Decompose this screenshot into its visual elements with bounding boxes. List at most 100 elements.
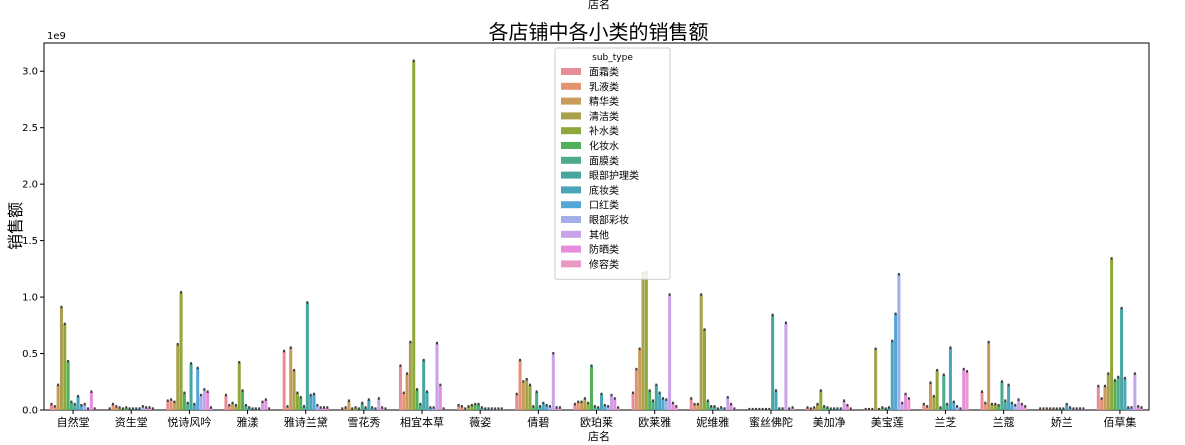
bar — [518, 360, 522, 410]
x-tick-label: 雅诗兰黛 — [284, 415, 328, 429]
bar — [668, 294, 672, 410]
bar — [573, 404, 577, 410]
bar — [467, 406, 471, 410]
x-tick-label: 自然堂 — [57, 415, 90, 429]
bar — [1130, 407, 1134, 410]
bar — [558, 407, 562, 410]
bar — [69, 402, 73, 410]
bar — [1000, 381, 1004, 410]
bar — [189, 363, 193, 410]
bar — [457, 405, 461, 410]
bar — [1007, 385, 1011, 410]
bar — [377, 398, 381, 410]
x-tick-label: 妮维雅 — [696, 415, 729, 429]
bar — [606, 406, 610, 410]
bar — [634, 369, 638, 410]
bar — [302, 406, 306, 410]
bar — [815, 404, 820, 410]
bar — [987, 342, 991, 410]
bar — [942, 374, 946, 410]
legend-entry: 乳液类 — [589, 80, 619, 93]
bar — [955, 406, 959, 410]
bar — [651, 400, 655, 410]
bar — [576, 402, 580, 410]
bar — [398, 365, 402, 410]
legend-entry: 底妆类 — [589, 184, 619, 197]
legend-swatch — [561, 156, 581, 164]
bar — [1140, 407, 1144, 410]
bar — [367, 399, 371, 410]
bar — [186, 403, 190, 410]
bar — [1017, 399, 1021, 410]
bar — [648, 390, 652, 410]
bar — [289, 347, 293, 410]
legend-swatch — [561, 201, 581, 209]
legend-entry: 化妆水 — [589, 140, 619, 153]
legend-entry: 眼部彩妆 — [589, 214, 629, 227]
bar — [894, 314, 898, 410]
bar — [674, 406, 678, 410]
x-tick-label: 美宝莲 — [871, 415, 904, 429]
bar — [693, 404, 697, 410]
legend-swatch — [561, 82, 581, 90]
bar — [548, 406, 552, 410]
bar — [922, 404, 926, 410]
legend-entry: 修容类 — [589, 258, 619, 271]
bar — [1100, 398, 1104, 410]
bar — [644, 272, 648, 410]
x-tick-label: 娇兰 — [1051, 416, 1073, 429]
bar — [114, 406, 118, 410]
bar — [408, 342, 412, 410]
bar — [583, 398, 587, 410]
legend-entry: 防晒类 — [589, 243, 619, 256]
legend-swatch — [561, 230, 581, 238]
bar — [671, 403, 675, 410]
legend-box — [554, 47, 671, 280]
bar — [1123, 378, 1127, 410]
legend-swatch — [561, 171, 581, 179]
bar — [874, 349, 878, 410]
bar — [551, 353, 555, 410]
bar — [325, 407, 329, 410]
x-tick-label: 兰蔻 — [993, 416, 1015, 429]
y-tick-label: 3.0 — [22, 67, 38, 78]
x-tick-label: 倩碧 — [527, 416, 549, 429]
bar — [945, 404, 949, 410]
legend-swatch — [561, 186, 581, 194]
bar — [531, 406, 535, 410]
legend-swatch — [561, 260, 581, 268]
bar — [1110, 258, 1114, 410]
bar — [593, 406, 597, 410]
bar — [473, 404, 477, 410]
bar — [586, 403, 590, 410]
bar — [209, 407, 213, 410]
bar — [432, 407, 436, 410]
bar — [616, 407, 620, 410]
bar — [590, 365, 594, 410]
x-axis-label: 店名 — [588, 430, 610, 443]
bar — [292, 370, 296, 410]
bar — [774, 390, 778, 410]
legend-entry: 精华类 — [589, 95, 619, 108]
bar — [825, 407, 829, 410]
legend-swatch — [561, 127, 581, 135]
bar — [842, 400, 846, 410]
bar — [887, 407, 891, 410]
bar — [470, 405, 474, 410]
legend-swatch — [561, 142, 581, 149]
bar — [983, 403, 987, 410]
bar — [435, 343, 439, 410]
y-tick-label: 0.5 — [22, 349, 38, 360]
bar — [182, 393, 186, 410]
bar — [360, 403, 364, 410]
bar — [699, 294, 703, 410]
bar — [285, 406, 289, 410]
bar — [199, 395, 203, 410]
bar — [76, 396, 80, 410]
bar — [166, 400, 170, 410]
bar — [515, 394, 519, 410]
bar — [689, 398, 693, 410]
bar — [83, 404, 87, 410]
x-tick-label: 资生堂 — [115, 415, 148, 429]
